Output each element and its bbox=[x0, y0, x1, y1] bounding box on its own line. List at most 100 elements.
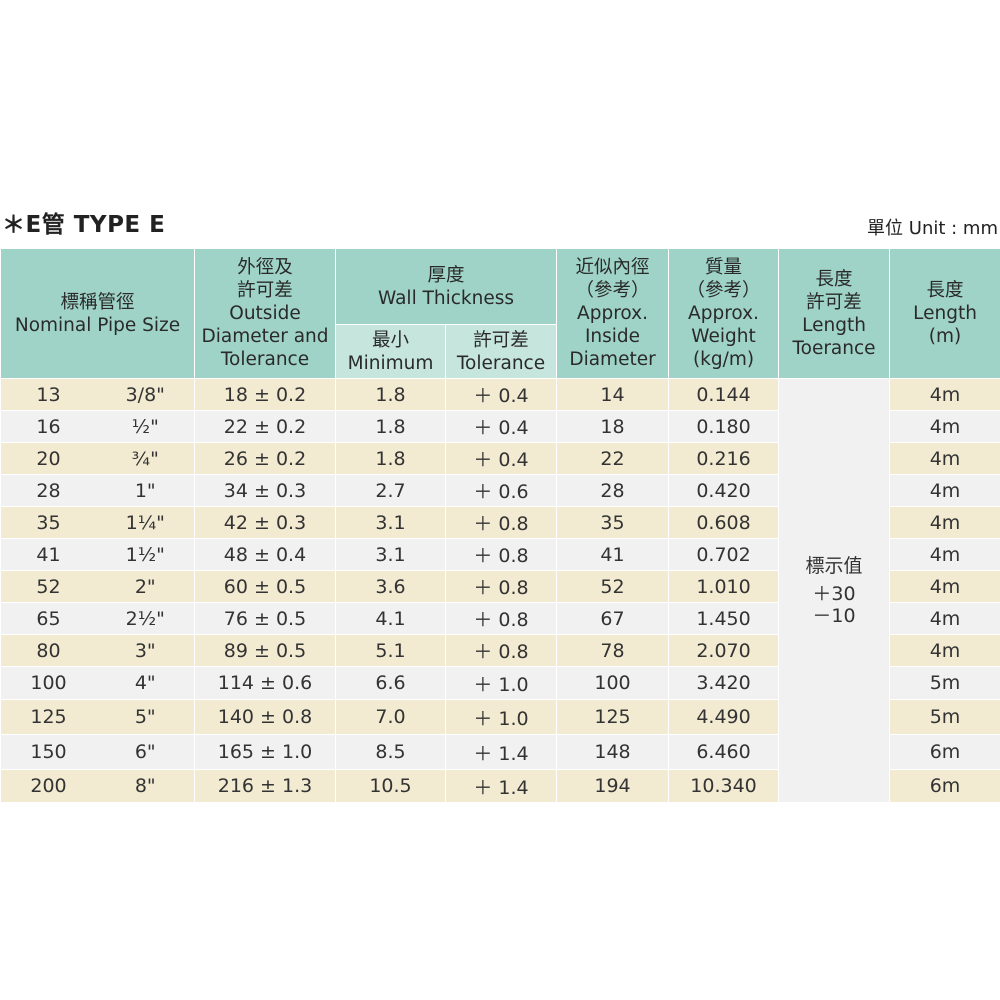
cell-wall-minimum: 10.5 bbox=[335, 769, 446, 803]
cell-size-mm: 13 bbox=[0, 378, 97, 411]
pipe-spec-table: 標稱管徑 Nominal Pipe Size 外徑及 許可差 Outside D… bbox=[0, 248, 1000, 803]
table-row: 35 1¼" 42 ± 0.3 3.1 ＋ 0.8 35 0.608 4m bbox=[0, 506, 1000, 539]
cell-outside-diameter: 22 ± 0.2 bbox=[194, 410, 336, 443]
table-row: 80 3" 89 ± 0.5 5.1 ＋ 0.8 78 2.070 4m bbox=[0, 634, 1000, 667]
cell-length: 4m bbox=[889, 378, 1000, 411]
table-row: 41 1½" 48 ± 0.4 3.1 ＋ 0.8 41 0.702 4m bbox=[0, 538, 1000, 571]
cell-size-inch: ¾" bbox=[96, 442, 195, 475]
cell-inside-diameter: 22 bbox=[556, 442, 670, 475]
cell-weight: 1.450 bbox=[668, 602, 780, 635]
cell-length: 4m bbox=[889, 506, 1000, 539]
cell-weight: 0.144 bbox=[668, 378, 780, 411]
cell-weight: 4.490 bbox=[668, 699, 780, 735]
cell-inside-diameter: 18 bbox=[556, 410, 670, 443]
header-outside-diameter: 外徑及 許可差 Outside Diameter and Tolerance bbox=[194, 248, 336, 379]
cell-size-inch: 3/8" bbox=[96, 378, 195, 411]
table-row: 100 4" 114 ± 0.6 6.6 ＋ 1.0 100 3.420 5m bbox=[0, 666, 1000, 700]
cell-inside-diameter: 100 bbox=[556, 666, 670, 700]
cell-length: 4m bbox=[889, 410, 1000, 443]
cell-weight: 0.216 bbox=[668, 442, 780, 475]
cell-wall-tolerance: ＋ 0.6 bbox=[444, 474, 558, 507]
cell-wall-tolerance: ＋ 1.4 bbox=[444, 734, 558, 770]
table-row: 52 2" 60 ± 0.5 3.6 ＋ 0.8 52 1.010 4m bbox=[0, 570, 1000, 603]
cell-size-mm: 125 bbox=[0, 699, 97, 735]
header-wall-tolerance: 許可差 Tolerance bbox=[444, 324, 558, 379]
table-row: 20 ¾" 26 ± 0.2 1.8 ＋ 0.4 22 0.216 4m bbox=[0, 442, 1000, 475]
cell-size-mm: 80 bbox=[0, 634, 97, 667]
cell-size-mm: 65 bbox=[0, 602, 97, 635]
cell-outside-diameter: 34 ± 0.3 bbox=[194, 474, 336, 507]
cell-length: 4m bbox=[889, 474, 1000, 507]
header-inside-diameter: 近似內徑 （參考） Approx. Inside Diameter bbox=[556, 248, 670, 379]
cell-wall-minimum: 1.8 bbox=[335, 442, 446, 475]
cell-inside-diameter: 78 bbox=[556, 634, 670, 667]
cell-length: 5m bbox=[889, 699, 1000, 735]
cell-wall-tolerance: ＋ 1.0 bbox=[444, 699, 558, 735]
cell-wall-minimum: 3.1 bbox=[335, 506, 446, 539]
cell-inside-diameter: 41 bbox=[556, 538, 670, 571]
header-length: 長度 Length (m) bbox=[889, 248, 1000, 379]
cell-inside-diameter: 35 bbox=[556, 506, 670, 539]
cell-size-inch: 2" bbox=[96, 570, 195, 603]
cell-outside-diameter: 60 ± 0.5 bbox=[194, 570, 336, 603]
cell-size-mm: 200 bbox=[0, 769, 97, 803]
cell-wall-tolerance: ＋ 0.8 bbox=[444, 602, 558, 635]
cell-wall-minimum: 3.6 bbox=[335, 570, 446, 603]
cell-wall-tolerance: ＋ 0.8 bbox=[444, 570, 558, 603]
cell-length: 4m bbox=[889, 442, 1000, 475]
cell-weight: 0.608 bbox=[668, 506, 780, 539]
cell-inside-diameter: 194 bbox=[556, 769, 670, 803]
cell-wall-minimum: 4.1 bbox=[335, 602, 446, 635]
cell-length: 4m bbox=[889, 570, 1000, 603]
cell-wall-minimum: 8.5 bbox=[335, 734, 446, 770]
cell-outside-diameter: 140 ± 0.8 bbox=[194, 699, 336, 735]
cell-size-mm: 100 bbox=[0, 666, 97, 700]
header-length-tolerance: 長度 許可差 Length Toerance bbox=[778, 248, 891, 379]
cell-inside-diameter: 148 bbox=[556, 734, 670, 770]
cell-inside-diameter: 52 bbox=[556, 570, 670, 603]
cell-outside-diameter: 48 ± 0.4 bbox=[194, 538, 336, 571]
cell-size-inch: 1" bbox=[96, 474, 195, 507]
cell-weight: 1.010 bbox=[668, 570, 780, 603]
cell-inside-diameter: 67 bbox=[556, 602, 670, 635]
cell-wall-minimum: 1.8 bbox=[335, 378, 446, 411]
cell-length: 4m bbox=[889, 634, 1000, 667]
header-nominal-size: 標稱管徑 Nominal Pipe Size bbox=[0, 248, 195, 379]
cell-size-mm: 35 bbox=[0, 506, 97, 539]
page-title: ＊E管 TYPE E bbox=[2, 212, 166, 238]
cell-wall-tolerance: ＋ 1.0 bbox=[444, 666, 558, 700]
cell-size-mm: 28 bbox=[0, 474, 97, 507]
cell-outside-diameter: 114 ± 0.6 bbox=[194, 666, 336, 700]
cell-wall-minimum: 7.0 bbox=[335, 699, 446, 735]
cell-size-inch: 5" bbox=[96, 699, 195, 735]
cell-size-mm: 16 bbox=[0, 410, 97, 443]
cell-wall-tolerance: ＋ 0.4 bbox=[444, 378, 558, 411]
cell-size-inch: 6" bbox=[96, 734, 195, 770]
table-row: 150 6" 165 ± 1.0 8.5 ＋ 1.4 148 6.460 6m bbox=[0, 734, 1000, 770]
cell-weight: 10.340 bbox=[668, 769, 780, 803]
cell-outside-diameter: 26 ± 0.2 bbox=[194, 442, 336, 475]
table-row: 16 ½" 22 ± 0.2 1.8 ＋ 0.4 18 0.180 4m bbox=[0, 410, 1000, 443]
cell-outside-diameter: 42 ± 0.3 bbox=[194, 506, 336, 539]
cell-outside-diameter: 89 ± 0.5 bbox=[194, 634, 336, 667]
cell-wall-minimum: 2.7 bbox=[335, 474, 446, 507]
cell-weight: 2.070 bbox=[668, 634, 780, 667]
cell-wall-tolerance: ＋ 0.4 bbox=[444, 410, 558, 443]
cell-size-mm: 41 bbox=[0, 538, 97, 571]
cell-wall-tolerance: ＋ 0.8 bbox=[444, 634, 558, 667]
cell-length: 4m bbox=[889, 538, 1000, 571]
cell-wall-minimum: 5.1 bbox=[335, 634, 446, 667]
cell-wall-tolerance: ＋ 1.4 bbox=[444, 769, 558, 803]
table-row: 65 2½" 76 ± 0.5 4.1 ＋ 0.8 67 1.450 4m bbox=[0, 602, 1000, 635]
cell-wall-tolerance: ＋ 0.4 bbox=[444, 442, 558, 475]
unit-label: 單位 Unit : mm bbox=[867, 218, 998, 239]
cell-outside-diameter: 216 ± 1.3 bbox=[194, 769, 336, 803]
table-row: 125 5" 140 ± 0.8 7.0 ＋ 1.0 125 4.490 5m bbox=[0, 699, 1000, 735]
cell-wall-minimum: 6.6 bbox=[335, 666, 446, 700]
cell-weight: 0.420 bbox=[668, 474, 780, 507]
header-wall-minimum: 最小 Minimum bbox=[335, 324, 446, 379]
header-weight: 質量 （參考） Approx. Weight (kg/m) bbox=[668, 248, 780, 379]
table-row: 28 1" 34 ± 0.3 2.7 ＋ 0.6 28 0.420 4m bbox=[0, 474, 1000, 507]
cell-outside-diameter: 18 ± 0.2 bbox=[194, 378, 336, 411]
table-row: 13 3/8" 18 ± 0.2 1.8 ＋ 0.4 14 0.144 標示值 … bbox=[0, 378, 1000, 803]
